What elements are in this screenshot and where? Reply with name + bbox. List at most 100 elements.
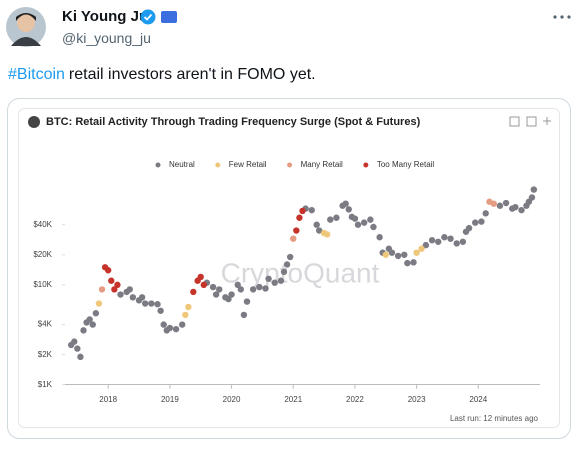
point [101, 264, 109, 271]
point [302, 205, 309, 212]
point [528, 194, 536, 201]
point [280, 268, 288, 276]
avatar[interactable] [5, 6, 47, 48]
point [459, 238, 467, 245]
point [148, 300, 155, 307]
y-tick-label: $40K [33, 220, 52, 229]
point [203, 279, 211, 286]
point [283, 261, 291, 268]
handle[interactable]: @ki_young_ju [62, 30, 151, 46]
point [67, 341, 75, 349]
point [345, 206, 352, 213]
point [518, 206, 525, 214]
point [388, 249, 396, 256]
point [92, 310, 100, 317]
y-tick-label: $1K [38, 380, 53, 389]
point [313, 221, 320, 228]
point [410, 259, 417, 266]
point [77, 353, 84, 361]
point [95, 300, 103, 307]
legend-marker [287, 162, 293, 168]
point [404, 259, 411, 267]
point [394, 252, 402, 260]
point [327, 216, 334, 223]
point [160, 321, 167, 328]
point [299, 207, 306, 215]
x-tick-label: 2024 [469, 395, 487, 404]
point [185, 303, 192, 311]
point [376, 234, 383, 241]
point [256, 283, 263, 291]
point [348, 213, 356, 221]
point [382, 251, 389, 258]
point [209, 283, 217, 291]
point [351, 215, 359, 222]
point [296, 214, 303, 221]
point [320, 229, 328, 237]
point [172, 325, 180, 333]
point [271, 279, 278, 286]
point [138, 294, 146, 301]
point [222, 294, 229, 301]
point [478, 218, 485, 225]
y-tick-label: $20K [33, 250, 52, 259]
y-tick-label: $10K [33, 280, 52, 289]
point [482, 210, 489, 217]
point [129, 294, 137, 301]
point [228, 291, 235, 298]
badges [140, 9, 177, 25]
logo [28, 116, 40, 128]
y-tick-label: $2K [38, 350, 53, 359]
point [379, 249, 386, 256]
point [315, 227, 323, 234]
point [126, 286, 133, 293]
hashtag[interactable]: #Bitcoin [8, 66, 65, 83]
y-tick-label: $4K [38, 320, 53, 329]
point [509, 205, 516, 212]
point [441, 234, 448, 241]
point [486, 198, 493, 205]
legend-marker [155, 162, 161, 168]
footer: Last run: 12 minutes ago [450, 414, 539, 423]
point [523, 202, 530, 209]
chart-card [18, 108, 560, 428]
point [367, 216, 374, 223]
point [190, 288, 197, 296]
display-name[interactable]: Ki Young Ju [62, 8, 149, 25]
point [83, 319, 90, 326]
legend-label: Many Retail [301, 160, 343, 169]
point [286, 253, 294, 261]
x-tick-label: 2022 [346, 395, 364, 404]
point [141, 300, 149, 307]
legend-label: Few Retail [229, 160, 267, 169]
point [462, 228, 470, 235]
point [163, 327, 170, 334]
point [525, 198, 533, 205]
more-menu[interactable] [552, 12, 572, 22]
x-tick-label: 2020 [223, 395, 241, 404]
point [117, 291, 124, 298]
point [530, 186, 538, 193]
legend-marker [363, 162, 369, 168]
legend-label: Too Many Retail [377, 160, 435, 169]
tweet-text: #Bitcoin retail investors aren't in FOMO … [8, 66, 316, 84]
point [422, 241, 430, 249]
point [512, 203, 519, 211]
point [166, 324, 174, 332]
x-tick-label: 2021 [284, 395, 302, 404]
point [197, 273, 204, 281]
point [212, 291, 220, 298]
point [496, 202, 504, 209]
point [465, 224, 473, 232]
point [370, 223, 377, 231]
point [157, 307, 164, 314]
point [323, 231, 331, 238]
point [234, 281, 241, 289]
point [200, 281, 207, 289]
point [354, 221, 362, 228]
point [111, 286, 118, 293]
media-card [7, 98, 571, 439]
tweet-body: retail investors aren't in FOMO yet. [68, 66, 316, 83]
point [86, 316, 93, 323]
